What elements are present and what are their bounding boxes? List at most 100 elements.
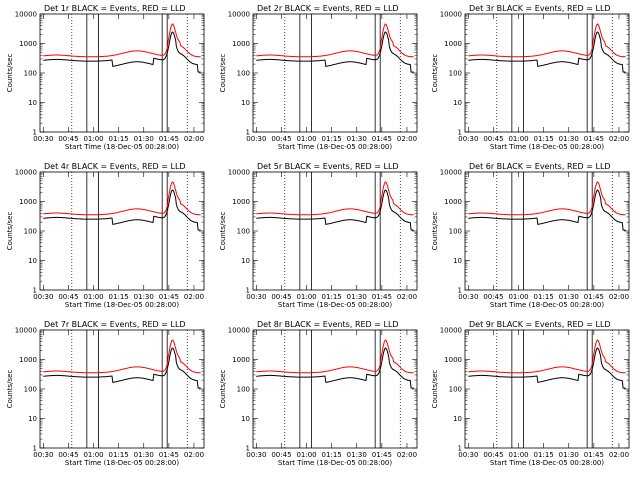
x-tick-label: 00:45 [271, 451, 291, 459]
y-tick-label: 1000 [232, 40, 250, 48]
panel-title: Det 9r BLACK = Events, RED = LLD [469, 320, 611, 329]
y-tick-label: 10 [28, 257, 37, 265]
x-tick-label: 00:45 [58, 293, 78, 301]
x-tick-label: 00:45 [483, 135, 503, 143]
x-tick-label: 02:00 [397, 451, 417, 459]
panel-title: Det 6r BLACK = Events, RED = LLD [469, 162, 611, 171]
y-tick-label: 10 [453, 99, 462, 107]
x-tick-label: 01:00 [296, 293, 316, 301]
detector-panel: Det 7r BLACK = Events, RED = LLD 1 10 100 10… [6, 320, 205, 467]
y-tick-label: 10 [453, 257, 462, 265]
detector-panel: Det 3r BLACK = Events, RED = LLD 1 10 100 10… [431, 4, 630, 151]
x-tick-label: 00:45 [483, 451, 503, 459]
events-series-line [468, 347, 626, 389]
x-tick-label: 02:00 [397, 135, 417, 143]
events-series-line [468, 189, 626, 231]
x-tick-label: 01:00 [296, 451, 316, 459]
x-tick-label: 01:00 [296, 135, 316, 143]
x-tick-label: 00:30 [246, 135, 266, 143]
y-tick-label: 10 [241, 99, 250, 107]
x-tick-label: 00:30 [458, 451, 478, 459]
y-tick-label: 100 [237, 228, 250, 236]
y-axis-label: Counts/sec [431, 54, 439, 93]
x-tick-label: 01:00 [508, 135, 528, 143]
y-tick-label: 100 [24, 70, 37, 78]
x-tick-label: 00:45 [58, 135, 78, 143]
y-tick-label: 100 [449, 228, 462, 236]
x-axis-label: Start Time (18-Dec-05 00:28:00) [278, 459, 392, 467]
lld-series-line [256, 23, 414, 58]
plot-frame [464, 171, 630, 291]
y-tick-label: 1 [33, 445, 37, 453]
panel-title: Det 2r BLACK = Events, RED = LLD [257, 4, 399, 13]
x-tick-label: 01:15 [109, 451, 129, 459]
y-tick-label: 1 [458, 287, 462, 295]
panel-title: Det 4r BLACK = Events, RED = LLD [44, 162, 186, 171]
y-tick-label: 1 [246, 129, 250, 137]
y-tick-label: 1 [458, 129, 462, 137]
x-tick-label: 01:15 [109, 293, 129, 301]
plot-frame [39, 171, 205, 291]
x-tick-label: 00:45 [271, 135, 291, 143]
x-tick-label: 01:30 [134, 293, 154, 301]
y-axis-label: Counts/sec [431, 212, 439, 251]
lld-series-line [468, 23, 626, 58]
x-tick-label: 01:45 [372, 451, 392, 459]
y-tick-label: 1 [33, 287, 37, 295]
x-tick-label: 02:00 [609, 451, 629, 459]
x-tick-label: 01:30 [134, 135, 154, 143]
y-tick-label: 10 [28, 415, 37, 423]
y-tick-label: 1000 [232, 198, 250, 206]
x-tick-label: 01:00 [508, 293, 528, 301]
x-tick-label: 01:30 [347, 451, 367, 459]
events-series-line [43, 347, 201, 389]
x-tick-label: 00:30 [458, 135, 478, 143]
y-tick-label: 100 [449, 386, 462, 394]
x-tick-label: 01:45 [584, 293, 604, 301]
x-tick-label: 01:30 [559, 135, 579, 143]
x-tick-label: 01:00 [83, 135, 103, 143]
y-tick-label: 1000 [19, 198, 37, 206]
plot-frame [464, 329, 630, 449]
x-tick-label: 02:00 [184, 451, 204, 459]
y-tick-label: 10 [28, 99, 37, 107]
y-tick-label: 1000 [232, 356, 250, 364]
x-tick-label: 01:00 [508, 451, 528, 459]
x-axis-label: Start Time (18-Dec-05 00:28:00) [490, 143, 604, 151]
y-tick-label: 10000 [15, 327, 37, 335]
x-tick-label: 01:45 [584, 135, 604, 143]
panel-title: Det 8r BLACK = Events, RED = LLD [257, 320, 399, 329]
events-series-line [256, 189, 414, 231]
y-tick-label: 1000 [444, 356, 462, 364]
y-tick-label: 10000 [440, 169, 462, 177]
y-tick-label: 100 [449, 70, 462, 78]
x-tick-label: 00:45 [483, 293, 503, 301]
x-tick-label: 01:15 [109, 135, 129, 143]
x-tick-label: 01:30 [347, 135, 367, 143]
x-tick-label: 00:30 [33, 135, 53, 143]
x-tick-label: 01:45 [159, 135, 179, 143]
panel-title: Det 5r BLACK = Events, RED = LLD [257, 162, 399, 171]
x-tick-label: 01:15 [322, 451, 342, 459]
y-tick-label: 1 [246, 445, 250, 453]
y-tick-label: 1 [33, 129, 37, 137]
y-tick-label: 1000 [444, 198, 462, 206]
y-tick-label: 1 [458, 445, 462, 453]
events-series-line [43, 189, 201, 231]
x-axis-label: Start Time (18-Dec-05 00:28:00) [65, 301, 179, 309]
detector-panel: Det 1r BLACK = Events, RED = LLD 1 10 100 10… [6, 4, 205, 151]
x-tick-label: 00:30 [33, 293, 53, 301]
detector-panel: Det 2r BLACK = Events, RED = LLD 1 10 100 10… [219, 4, 418, 151]
panel-title: Det 1r BLACK = Events, RED = LLD [44, 4, 186, 13]
lld-series-line [256, 181, 414, 216]
plot-frame [252, 329, 418, 449]
x-tick-label: 01:00 [83, 451, 103, 459]
y-axis-label: Counts/sec [6, 370, 14, 409]
lld-series-line [43, 181, 201, 216]
x-tick-label: 02:00 [609, 293, 629, 301]
plot-frame [464, 13, 630, 133]
x-tick-label: 01:30 [559, 293, 579, 301]
y-tick-label: 10 [241, 415, 250, 423]
y-tick-label: 10000 [228, 11, 250, 19]
x-tick-label: 01:45 [159, 451, 179, 459]
